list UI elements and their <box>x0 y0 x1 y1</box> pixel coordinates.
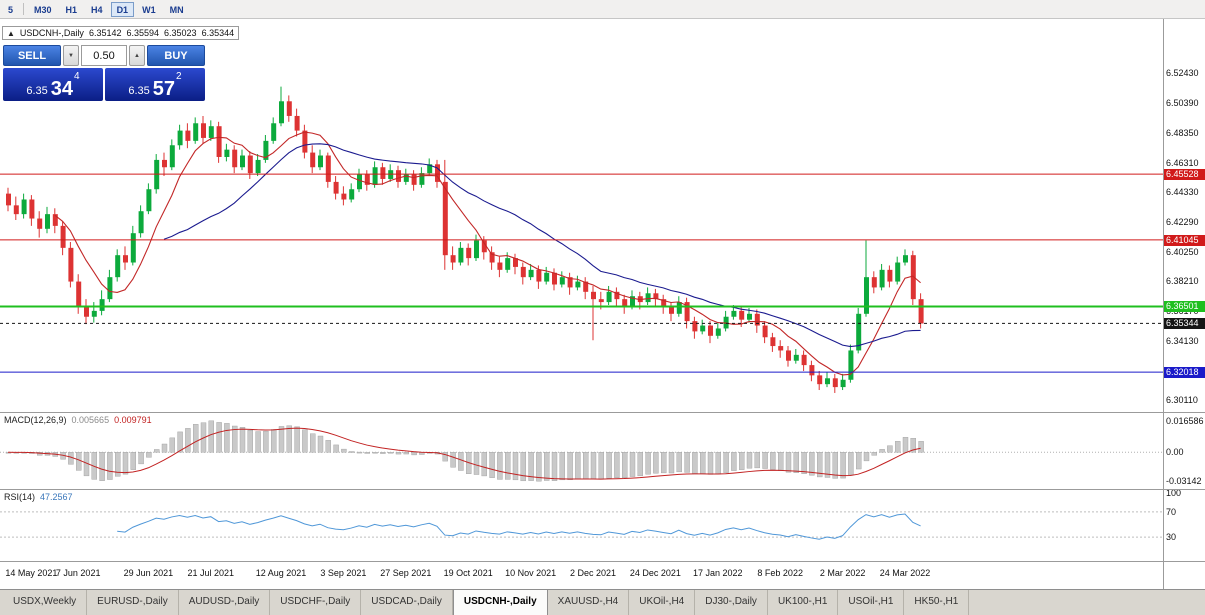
chart-tab-usdx-weekly[interactable]: USDX,Weekly <box>3 590 88 615</box>
chart-tabs-bar: USDX,Weekly EURUSD-,Daily AUDUSD-,Daily USD… <box>0 589 1205 615</box>
buy-button[interactable]: BUY <box>147 45 205 66</box>
chart-tab-usoil-h1[interactable]: USOil-,H1 <box>838 590 905 615</box>
macd-main-value: 0.005665 <box>71 415 110 425</box>
timeframe-button-d1[interactable]: D1 <box>110 1 135 17</box>
chart-tab-audusd-daily[interactable]: AUDUSD-,Daily <box>179 590 271 615</box>
date-label: 27 Sep 2021 <box>380 568 432 578</box>
rsi-value: 47.2567 <box>40 492 73 502</box>
chart-tab-usdcnh-daily[interactable]: USDCNH-,Daily <box>452 590 548 615</box>
timeframe-button-w1[interactable]: W1 <box>142 4 156 15</box>
chart-tab-dj30-daily[interactable]: DJ30-,Daily <box>695 590 768 615</box>
bid-price-pips: 34 <box>50 78 74 100</box>
timeframe-button-5[interactable]: 5 <box>8 4 14 15</box>
support-line-blue-label: 6.32018 <box>1164 367 1205 379</box>
price-axis-tick: 6.40250 <box>1166 246 1199 257</box>
volume-decrease-icon[interactable]: ▼ <box>63 45 79 66</box>
chart-tab-eurusd-daily[interactable]: EURUSD-,Daily <box>87 590 179 615</box>
support-line-green-label: 6.36501 <box>1164 301 1205 313</box>
date-label: 12 Aug 2021 <box>255 568 307 578</box>
timeframe-button-m30[interactable]: M30 <box>34 4 52 15</box>
macd-axis-zero: 0.00 <box>1166 447 1184 458</box>
date-label: 3 Sep 2021 <box>320 568 367 578</box>
resistance-line-upper-label: 6.45528 <box>1164 169 1205 181</box>
date-label: 2 Mar 2022 <box>819 568 866 578</box>
current-price-line-label: 6.35344 <box>1164 318 1205 330</box>
chart-tab-hk50-h1[interactable]: HK50-,H1 <box>904 590 970 615</box>
date-axis[interactable]: 14 May 2021 7 Jun 2021 29 Jun 2021 21 Jul 2… <box>0 562 1163 589</box>
chart-symbol-label: USDCNH-,Daily <box>19 28 84 38</box>
macd-name: MACD(12,26,9) <box>4 415 67 425</box>
rsi-panel-splitter[interactable] <box>0 489 1205 490</box>
ask-price-prefix: 6.35 <box>128 85 150 97</box>
rsi-axis-tick: 30 <box>1166 532 1177 543</box>
chart-tab-ukoil-h4[interactable]: UKOil-,H4 <box>629 590 696 615</box>
symbol-direction-icon: ▲ <box>7 28 15 38</box>
date-label: 2 Dec 2021 <box>569 568 617 578</box>
timeframe-button-h1[interactable]: H1 <box>65 4 78 15</box>
date-label: 21 Jul 2021 <box>187 568 235 578</box>
ask-price-point: 2 <box>176 71 182 82</box>
date-label: 24 Dec 2021 <box>629 568 681 578</box>
date-label: 24 Mar 2022 <box>879 568 931 578</box>
price-axis-tick: 6.50390 <box>1166 97 1199 108</box>
date-label: 7 Jun 2021 <box>55 568 101 578</box>
ask-price-pips: 57 <box>152 78 176 100</box>
timeframe-button-h4[interactable]: H4 <box>91 4 103 15</box>
chart-tab-uk100-h1[interactable]: UK100-,H1 <box>768 590 839 615</box>
macd-signal-value: 0.009791 <box>114 415 152 425</box>
rsi-indicator-canvas[interactable] <box>0 490 1163 561</box>
chart-tab-usdcad-daily[interactable]: USDCAD-,Daily <box>361 590 453 615</box>
bid-price-point: 4 <box>74 71 80 82</box>
price-axis-tick: 6.44330 <box>1166 186 1199 197</box>
date-label: 10 Nov 2021 <box>505 568 557 578</box>
macd-axis-max: 0.016586 <box>1166 416 1204 426</box>
volume-increase-icon[interactable]: ▲ <box>129 45 145 66</box>
rsi-axis-tick: 100 <box>1166 488 1182 498</box>
price-axis-tick: 6.34130 <box>1166 336 1199 347</box>
ask-price-display[interactable]: 6.35 57 2 <box>105 68 205 101</box>
volume-input[interactable]: 0.50 <box>81 45 127 66</box>
ohlc-high: 6.35594 <box>126 28 160 38</box>
timeframe-button-mn[interactable]: MN <box>169 4 184 15</box>
price-axis-tick: 6.48350 <box>1166 127 1199 138</box>
price-axis-tick: 6.30110 <box>1166 395 1198 406</box>
date-label: 29 Jun 2021 <box>123 568 174 578</box>
macd-panel-splitter[interactable] <box>0 412 1205 413</box>
price-axis-tick: 6.46310 <box>1166 157 1199 168</box>
rsi-name: RSI(14) <box>4 492 36 502</box>
chart-tab-xauusd-h4[interactable]: XAUUSD-,H4 <box>548 590 630 615</box>
price-axis-tick: 6.52430 <box>1166 68 1199 78</box>
price-axis[interactable]: 6.52430 6.50390 6.48350 6.46310 6.44330 6.422… <box>1163 19 1205 589</box>
date-label: 17 Jan 2022 <box>693 568 743 578</box>
trade-controls-row: SELL ▼ 0.50 ▲ BUY <box>3 45 205 66</box>
price-chart-canvas[interactable] <box>0 19 1163 412</box>
rsi-axis-tick: 70 <box>1166 506 1177 517</box>
sell-button[interactable]: SELL <box>3 45 61 66</box>
date-axis-splitter <box>0 561 1205 562</box>
timeframe-toolbar: 5 M30 H1 H4 D1 W1 MN <box>0 0 1205 19</box>
chart-tab-usdchf-daily[interactable]: USDCHF-,Daily <box>270 590 362 615</box>
bid-price-display[interactable]: 6.35 34 4 <box>3 68 103 101</box>
chart-ohlc-info: ▲ USDCNH-,Daily 6.35142 6.35594 6.35023 … <box>2 26 240 40</box>
date-label: 19 Oct 2021 <box>443 568 493 578</box>
ohlc-open: 6.35142 <box>88 28 122 38</box>
date-label: 14 May 2021 <box>5 568 58 578</box>
macd-indicator-canvas[interactable] <box>0 413 1163 489</box>
bid-price-prefix: 6.35 <box>26 85 48 97</box>
ohlc-low: 6.35023 <box>164 28 197 38</box>
macd-axis-min: -0.03142 <box>1166 476 1202 486</box>
date-label: 8 Feb 2022 <box>757 568 803 578</box>
price-axis-tick: 6.42290 <box>1166 216 1199 227</box>
toolbar-separator <box>23 3 25 15</box>
one-click-trading-panel: SELL ▼ 0.50 ▲ BUY 6.35 34 4 6.35 57 2 <box>3 45 205 101</box>
trade-quotes-row: 6.35 34 4 6.35 57 2 <box>3 68 205 101</box>
price-axis-tick: 6.38210 <box>1166 276 1199 287</box>
macd-label: MACD(12,26,9) 0.005665 0.009791 <box>4 415 152 425</box>
resistance-line-lower-label: 6.41045 <box>1164 234 1205 246</box>
rsi-label: RSI(14) 47.2567 <box>4 492 73 502</box>
ohlc-close: 6.35344 <box>201 28 235 38</box>
